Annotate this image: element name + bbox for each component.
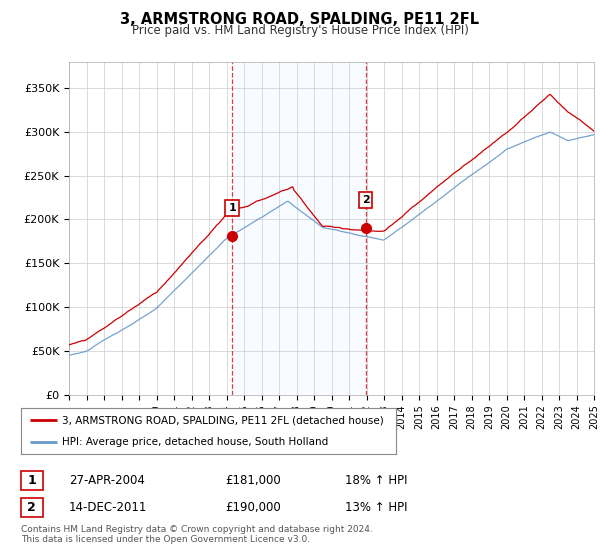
Text: Price paid vs. HM Land Registry's House Price Index (HPI): Price paid vs. HM Land Registry's House … bbox=[131, 24, 469, 36]
Text: 3, ARMSTRONG ROAD, SPALDING, PE11 2FL (detached house): 3, ARMSTRONG ROAD, SPALDING, PE11 2FL (d… bbox=[62, 415, 384, 425]
Text: Contains HM Land Registry data © Crown copyright and database right 2024.
This d: Contains HM Land Registry data © Crown c… bbox=[21, 525, 373, 544]
Text: 1: 1 bbox=[28, 474, 36, 487]
Text: £190,000: £190,000 bbox=[225, 501, 281, 515]
Bar bbox=[232, 62, 366, 395]
Text: 27-APR-2004: 27-APR-2004 bbox=[69, 474, 145, 487]
Text: 13% ↑ HPI: 13% ↑ HPI bbox=[345, 501, 407, 515]
Text: 3, ARMSTRONG ROAD, SPALDING, PE11 2FL: 3, ARMSTRONG ROAD, SPALDING, PE11 2FL bbox=[121, 12, 479, 27]
Text: 2: 2 bbox=[28, 501, 36, 515]
Text: 1: 1 bbox=[228, 203, 236, 213]
Text: HPI: Average price, detached house, South Holland: HPI: Average price, detached house, Sout… bbox=[62, 437, 329, 447]
Text: £181,000: £181,000 bbox=[225, 474, 281, 487]
Text: 2: 2 bbox=[362, 195, 370, 205]
Text: 14-DEC-2011: 14-DEC-2011 bbox=[69, 501, 148, 515]
Text: 18% ↑ HPI: 18% ↑ HPI bbox=[345, 474, 407, 487]
